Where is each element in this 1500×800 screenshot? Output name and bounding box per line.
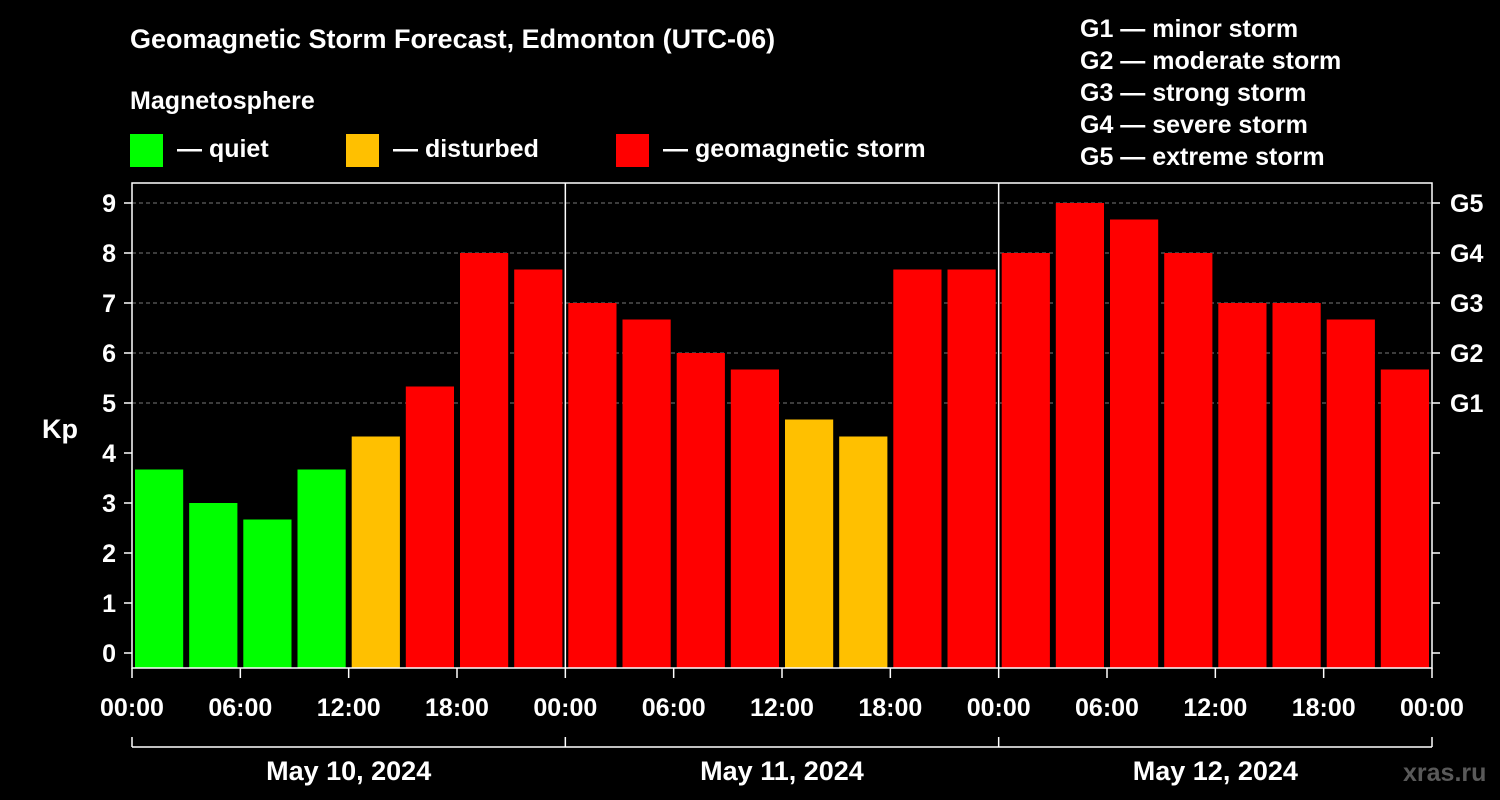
legend-title: Magnetosphere <box>130 87 315 115</box>
storm-scale-g4: G4 — severe storm <box>1080 111 1308 139</box>
y-tick-label: 1 <box>102 590 116 618</box>
g-level-label: G3 <box>1450 290 1483 318</box>
bar <box>1110 219 1159 668</box>
right-axis: G1 G2 G3 G4 G5 <box>1432 190 1483 654</box>
legend-swatch-storm <box>616 134 649 167</box>
bar <box>405 386 454 668</box>
bar <box>1055 203 1104 668</box>
y-axis-label: Kp <box>42 414 78 444</box>
legend-label-storm: — geomagnetic storm <box>663 135 926 163</box>
y-axis: 0 1 2 3 4 5 6 7 8 9 <box>102 190 132 668</box>
bar <box>622 319 671 668</box>
g-level-label: G1 <box>1450 390 1483 418</box>
x-axis: 00:00 06:00 12:00 18:00 00:00 06:00 12:00 18:00… <box>100 668 1464 722</box>
storm-scale-g2: G2 — moderate storm <box>1080 47 1341 75</box>
g-level-label: G4 <box>1450 240 1483 268</box>
storm-scale-g5: G5 — extreme storm <box>1080 143 1325 171</box>
x-tick-label: 18:00 <box>425 694 489 722</box>
y-tick-label: 4 <box>102 440 116 468</box>
x-tick-label: 12:00 <box>1183 694 1247 722</box>
bar <box>785 419 834 668</box>
bar <box>947 269 996 668</box>
x-tick-label: 12:00 <box>317 694 381 722</box>
y-tick-label: 8 <box>102 240 116 268</box>
legend-swatch-disturbed <box>346 134 379 167</box>
x-tick-label: 00:00 <box>1400 694 1464 722</box>
y-tick-label: 5 <box>102 390 116 418</box>
x-tick-label: 00:00 <box>533 694 597 722</box>
x-tick-label: 18:00 <box>1292 694 1356 722</box>
x-tick-label: 06:00 <box>642 694 706 722</box>
bar <box>893 269 942 668</box>
bar <box>189 503 238 668</box>
y-tick-label: 9 <box>102 190 116 218</box>
legend-swatch-quiet <box>130 134 163 167</box>
x-tick-label: 00:00 <box>100 694 164 722</box>
day-label: May 10, 2024 <box>266 756 431 786</box>
bar <box>730 369 779 668</box>
x-tick-label: 18:00 <box>858 694 922 722</box>
y-tick-label: 7 <box>102 290 116 318</box>
bar <box>839 436 888 668</box>
y-tick-label: 3 <box>102 490 116 518</box>
day-label: May 11, 2024 <box>700 756 864 786</box>
g-level-label: G2 <box>1450 340 1483 368</box>
day-label: May 12, 2024 <box>1133 756 1298 786</box>
bar-series <box>135 203 1429 668</box>
x-tick-label: 00:00 <box>967 694 1031 722</box>
bar <box>1218 303 1267 668</box>
bar <box>460 253 509 668</box>
bar <box>676 353 725 668</box>
bar <box>297 469 346 668</box>
bar <box>1326 319 1375 668</box>
watermark: xras.ru <box>1403 759 1486 787</box>
storm-scale-g3: G3 — strong storm <box>1080 79 1306 107</box>
storm-scale-g1: G1 — minor storm <box>1080 15 1298 43</box>
storm-scale-legend: G1 — minor storm G2 — moderate storm G3 … <box>1080 15 1341 171</box>
bar <box>243 519 292 668</box>
g-level-label: G5 <box>1450 190 1483 218</box>
chart-title: Geomagnetic Storm Forecast, Edmonton (UT… <box>130 24 775 54</box>
bar <box>1272 303 1321 668</box>
bar <box>1380 369 1429 668</box>
x-tick-label: 06:00 <box>208 694 272 722</box>
bar <box>351 436 400 668</box>
bar <box>1164 253 1213 668</box>
legend-label-disturbed: — disturbed <box>393 135 539 163</box>
x-tick-label: 12:00 <box>750 694 814 722</box>
bar <box>514 269 563 668</box>
legend: — quiet — disturbed — geomagnetic storm <box>130 134 926 167</box>
bar <box>1001 253 1050 668</box>
bar <box>135 469 184 668</box>
y-tick-label: 6 <box>102 340 116 368</box>
day-axis: May 10, 2024 May 11, 2024 May 12, 2024 <box>131 737 1433 786</box>
legend-label-quiet: — quiet <box>177 135 269 163</box>
x-tick-label: 06:00 <box>1075 694 1139 722</box>
y-tick-label: 2 <box>102 540 116 568</box>
bar <box>568 303 617 668</box>
y-tick-label: 0 <box>102 640 116 668</box>
